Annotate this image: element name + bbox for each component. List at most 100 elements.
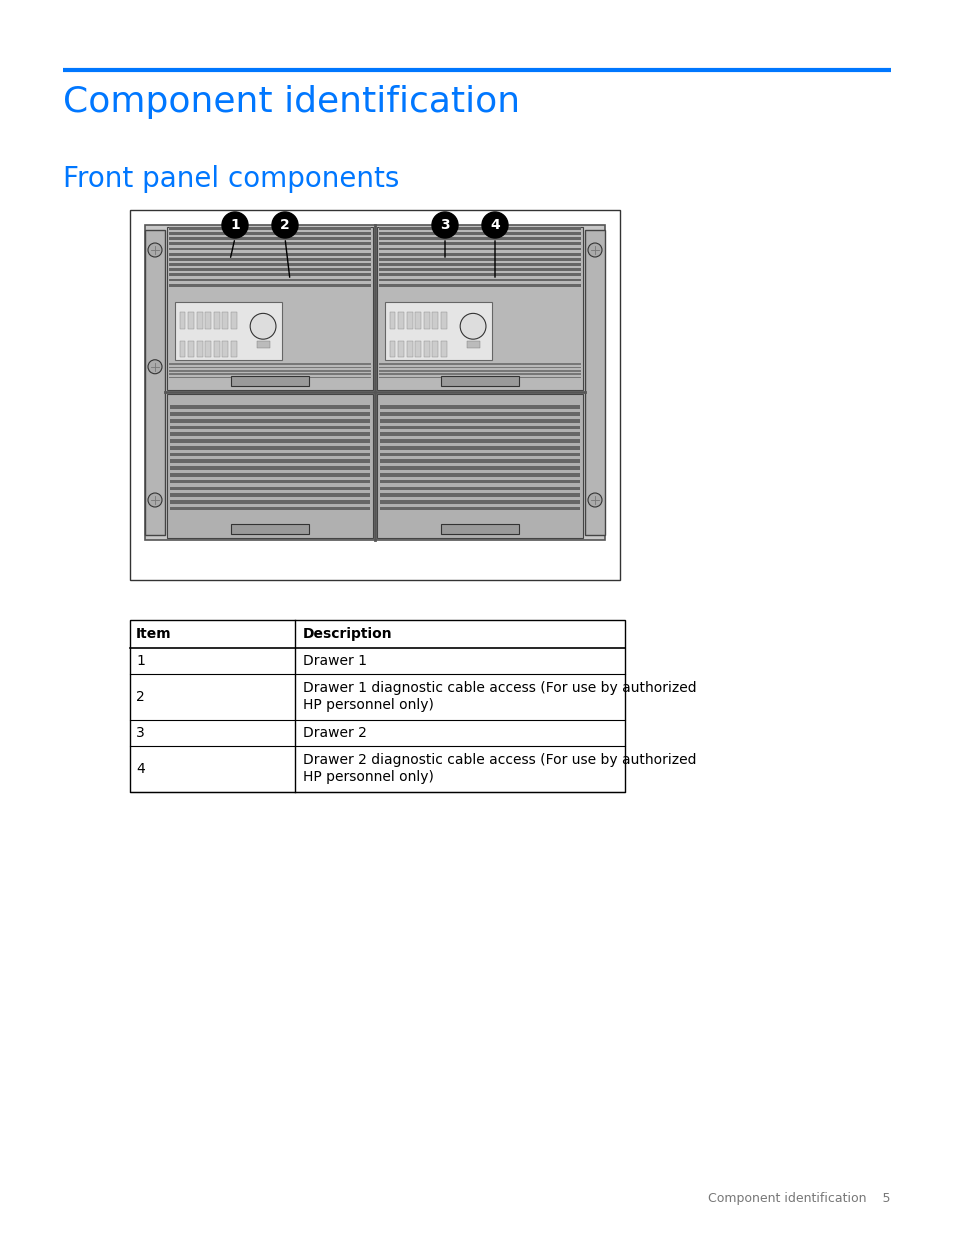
- Bar: [389, 341, 395, 357]
- Text: 2: 2: [136, 690, 145, 704]
- Bar: [170, 487, 370, 490]
- Text: Drawer 2 diagnostic cable access (For use by authorized: Drawer 2 diagnostic cable access (For us…: [303, 753, 696, 767]
- Bar: [145, 225, 604, 540]
- Bar: [169, 363, 371, 366]
- Bar: [415, 341, 420, 357]
- Bar: [379, 506, 579, 510]
- Bar: [432, 312, 437, 329]
- Bar: [378, 227, 580, 230]
- Text: 4: 4: [136, 762, 145, 776]
- Bar: [196, 341, 202, 357]
- Bar: [379, 426, 579, 430]
- Text: Item: Item: [136, 627, 172, 641]
- Bar: [231, 341, 236, 357]
- Bar: [169, 279, 371, 282]
- Bar: [213, 341, 219, 357]
- Bar: [379, 446, 579, 450]
- Bar: [378, 263, 580, 266]
- Circle shape: [222, 212, 248, 238]
- Bar: [397, 341, 403, 357]
- Bar: [169, 367, 371, 368]
- Bar: [231, 312, 236, 329]
- Bar: [379, 453, 579, 457]
- Circle shape: [148, 243, 162, 257]
- Bar: [205, 312, 211, 329]
- Bar: [169, 263, 371, 266]
- Bar: [196, 312, 202, 329]
- Bar: [169, 370, 371, 372]
- Bar: [584, 230, 604, 535]
- Bar: [378, 237, 580, 240]
- Bar: [432, 341, 437, 357]
- Bar: [440, 312, 446, 329]
- Circle shape: [250, 314, 275, 340]
- Text: 4: 4: [490, 219, 499, 232]
- Circle shape: [148, 493, 162, 508]
- Bar: [397, 312, 403, 329]
- Bar: [378, 373, 580, 375]
- Text: 1: 1: [136, 655, 145, 668]
- Bar: [222, 341, 228, 357]
- Bar: [170, 405, 370, 409]
- Bar: [378, 279, 580, 282]
- Bar: [169, 253, 371, 256]
- Bar: [170, 432, 370, 436]
- Bar: [379, 467, 579, 471]
- Bar: [222, 312, 228, 329]
- Bar: [213, 312, 219, 329]
- Bar: [423, 341, 429, 357]
- Bar: [170, 473, 370, 477]
- Bar: [170, 453, 370, 457]
- Text: Description: Description: [303, 627, 393, 641]
- Bar: [379, 412, 579, 416]
- Bar: [406, 341, 412, 357]
- Bar: [231, 377, 309, 387]
- Bar: [205, 341, 211, 357]
- Bar: [379, 405, 579, 409]
- Text: HP personnel only): HP personnel only): [303, 771, 434, 784]
- Bar: [378, 367, 580, 368]
- Bar: [170, 426, 370, 430]
- Bar: [130, 620, 624, 792]
- Text: Front panel components: Front panel components: [63, 165, 399, 193]
- Bar: [231, 524, 309, 534]
- Circle shape: [432, 212, 457, 238]
- Bar: [170, 479, 370, 483]
- Circle shape: [587, 243, 601, 257]
- Bar: [376, 227, 582, 390]
- Bar: [423, 312, 429, 329]
- Bar: [170, 412, 370, 416]
- Text: 3: 3: [439, 219, 450, 232]
- Bar: [169, 227, 371, 230]
- Bar: [379, 479, 579, 483]
- Bar: [378, 232, 580, 235]
- Bar: [167, 227, 373, 390]
- Bar: [170, 419, 370, 422]
- Bar: [378, 242, 580, 246]
- Bar: [378, 363, 580, 366]
- Bar: [169, 373, 371, 375]
- Bar: [169, 242, 371, 246]
- Bar: [169, 232, 371, 235]
- Bar: [256, 341, 270, 347]
- Bar: [415, 312, 420, 329]
- Bar: [379, 459, 579, 463]
- Bar: [170, 506, 370, 510]
- Bar: [379, 419, 579, 422]
- Bar: [188, 341, 193, 357]
- Bar: [440, 524, 518, 534]
- Bar: [170, 459, 370, 463]
- Bar: [385, 301, 492, 361]
- Bar: [175, 301, 282, 361]
- Bar: [145, 230, 165, 535]
- Bar: [378, 253, 580, 256]
- Bar: [170, 467, 370, 471]
- Bar: [169, 377, 371, 378]
- Bar: [170, 446, 370, 450]
- Bar: [379, 440, 579, 443]
- Text: Component identification: Component identification: [63, 85, 519, 119]
- Bar: [466, 341, 479, 347]
- Bar: [379, 432, 579, 436]
- Bar: [130, 210, 619, 580]
- Bar: [378, 273, 580, 277]
